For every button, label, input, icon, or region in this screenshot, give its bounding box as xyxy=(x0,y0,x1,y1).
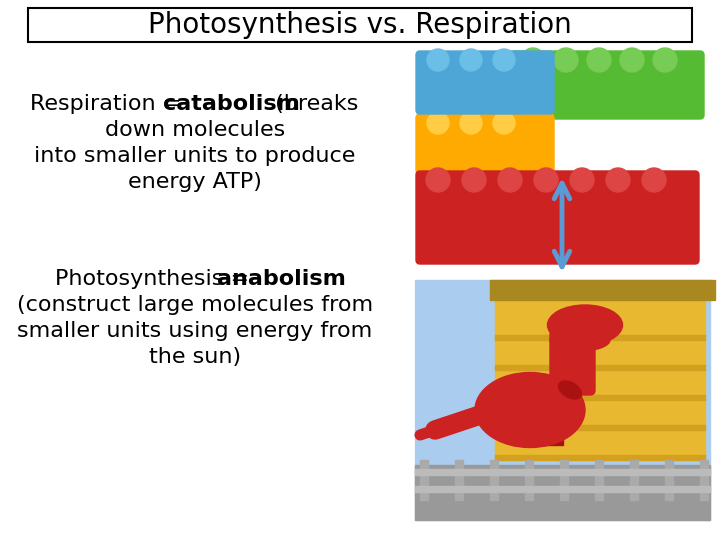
Circle shape xyxy=(462,168,486,192)
Circle shape xyxy=(570,168,594,192)
Circle shape xyxy=(642,168,666,192)
Bar xyxy=(630,460,638,500)
Bar xyxy=(495,425,705,430)
Ellipse shape xyxy=(550,329,610,351)
Circle shape xyxy=(426,168,450,192)
Text: smaller units using energy from: smaller units using energy from xyxy=(17,321,373,341)
Bar xyxy=(495,335,705,340)
Bar xyxy=(495,395,705,400)
Text: (construct large molecules from: (construct large molecules from xyxy=(17,295,373,315)
Text: Photosynthesis =: Photosynthesis = xyxy=(55,269,256,289)
Text: down molecules: down molecules xyxy=(105,120,285,140)
Bar xyxy=(455,460,463,500)
Circle shape xyxy=(606,168,630,192)
Text: Respiration =: Respiration = xyxy=(30,94,189,114)
Bar xyxy=(495,290,705,460)
Text: energy ATP): energy ATP) xyxy=(128,172,262,192)
Bar xyxy=(490,280,715,300)
Circle shape xyxy=(498,168,522,192)
Circle shape xyxy=(554,48,578,72)
Circle shape xyxy=(493,49,515,71)
Text: into smaller units to produce: into smaller units to produce xyxy=(35,146,356,166)
Circle shape xyxy=(521,48,545,72)
Circle shape xyxy=(427,112,449,134)
Bar xyxy=(495,455,705,460)
Ellipse shape xyxy=(547,305,623,345)
Text: catabolism: catabolism xyxy=(163,94,300,114)
Bar xyxy=(415,465,710,520)
Ellipse shape xyxy=(475,373,585,448)
Bar xyxy=(495,365,705,370)
Bar xyxy=(415,50,705,270)
Bar xyxy=(420,460,428,500)
Text: Photosynthesis vs. Respiration: Photosynthesis vs. Respiration xyxy=(148,11,572,39)
Text: the sun): the sun) xyxy=(149,347,241,367)
Circle shape xyxy=(620,48,644,72)
Bar xyxy=(415,280,710,520)
FancyBboxPatch shape xyxy=(28,8,692,42)
Text: anabolism: anabolism xyxy=(217,269,346,289)
FancyBboxPatch shape xyxy=(416,51,554,114)
Ellipse shape xyxy=(559,381,582,399)
Bar xyxy=(560,460,568,500)
Circle shape xyxy=(653,48,677,72)
Bar xyxy=(700,460,708,500)
Circle shape xyxy=(460,112,482,134)
Bar xyxy=(525,460,533,500)
FancyBboxPatch shape xyxy=(550,330,595,395)
Circle shape xyxy=(534,168,558,192)
Bar xyxy=(595,460,603,500)
Bar xyxy=(515,400,533,445)
FancyBboxPatch shape xyxy=(416,114,554,174)
FancyBboxPatch shape xyxy=(416,171,699,264)
Bar xyxy=(415,486,710,492)
Circle shape xyxy=(587,48,611,72)
Circle shape xyxy=(460,49,482,71)
Bar xyxy=(415,469,710,475)
FancyBboxPatch shape xyxy=(511,51,704,119)
Circle shape xyxy=(427,49,449,71)
Circle shape xyxy=(493,112,515,134)
Bar xyxy=(490,460,498,500)
Text: (breaks: (breaks xyxy=(268,94,359,114)
Bar xyxy=(545,400,563,445)
Bar xyxy=(665,460,673,500)
